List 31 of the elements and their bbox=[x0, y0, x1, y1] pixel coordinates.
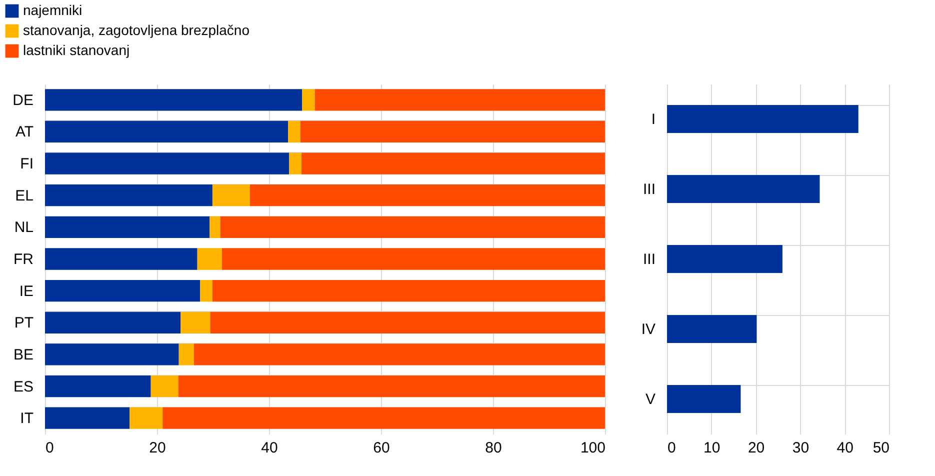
x-tick-label: 40 bbox=[261, 440, 278, 456]
x-tick-label: 30 bbox=[792, 440, 810, 456]
y-tick-label: EL bbox=[15, 187, 34, 204]
x-tick-label: 0 bbox=[46, 440, 54, 456]
legend-label: lastniki stanovanj bbox=[23, 42, 130, 58]
x-tick-label: 100 bbox=[580, 440, 606, 456]
y-tick-label: IV bbox=[641, 321, 656, 338]
y-tick-label: III bbox=[642, 251, 656, 268]
y-tick-label: NL bbox=[14, 219, 34, 236]
x-tick-label: 0 bbox=[668, 440, 676, 456]
x-tick-label: 80 bbox=[485, 440, 502, 456]
legend-label: najemniki bbox=[23, 2, 82, 18]
x-tick-label: 60 bbox=[373, 440, 390, 456]
x-tick-label: 20 bbox=[149, 440, 166, 456]
legend-label: stanovanja, zagotovljena brezplačno bbox=[23, 22, 250, 38]
y-tick-label: V bbox=[645, 391, 656, 408]
y-tick-label: IT bbox=[20, 410, 34, 428]
x-tick-label: 10 bbox=[704, 440, 720, 456]
y-tick-label: DE bbox=[12, 92, 34, 109]
y-tick-label: IE bbox=[19, 282, 34, 300]
y-tick-label: ES bbox=[13, 378, 34, 396]
x-tick-label: 40 bbox=[836, 440, 854, 456]
x-tick-label: 50 bbox=[872, 440, 890, 456]
y-tick-label: PT bbox=[14, 314, 34, 332]
y-tick-label: FI bbox=[20, 156, 34, 173]
y-tick-label: FR bbox=[14, 251, 34, 268]
y-tick-label: BE bbox=[13, 346, 34, 364]
y-tick-label: III bbox=[642, 181, 656, 198]
y-tick-label: AT bbox=[15, 124, 34, 141]
y-tick-label: I bbox=[651, 111, 656, 128]
x-tick-label: 20 bbox=[748, 440, 765, 456]
